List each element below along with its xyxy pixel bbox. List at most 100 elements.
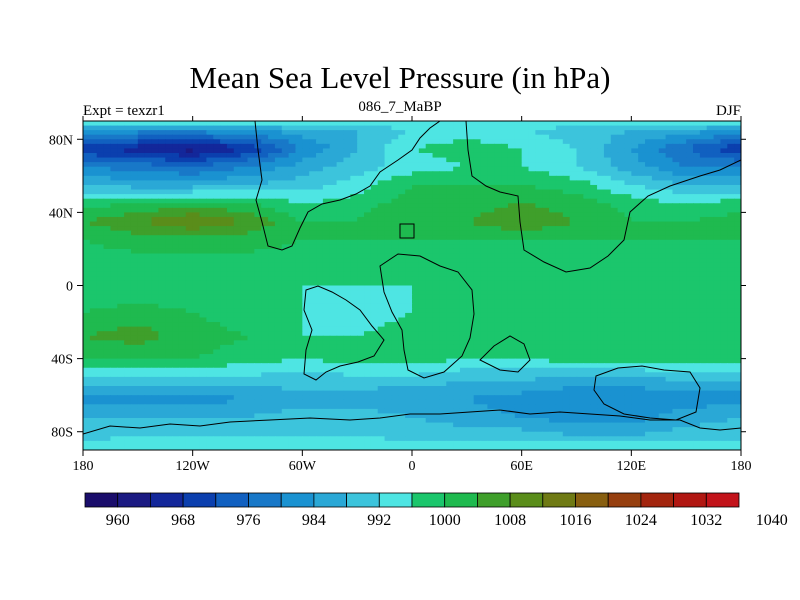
field-cell: [549, 326, 557, 332]
field-cell: [144, 285, 153, 291]
field-cell: [185, 162, 194, 168]
field-cell: [158, 171, 166, 177]
field-cell: [528, 280, 536, 287]
field-cell: [706, 335, 715, 341]
field-cell: [398, 317, 406, 323]
field-cell: [453, 253, 461, 259]
field-cell: [220, 239, 228, 245]
field-cell: [254, 134, 262, 140]
field-cell: [83, 308, 91, 314]
field-cell: [405, 271, 413, 277]
field-cell: [336, 349, 345, 355]
field-cell: [521, 184, 530, 191]
field-cell: [720, 335, 728, 341]
field-cell: [254, 212, 262, 218]
field-cell: [254, 354, 262, 360]
field-cell: [281, 198, 290, 204]
field-cell: [309, 271, 317, 277]
field-cell: [178, 152, 187, 159]
field-cell: [199, 322, 207, 328]
field-cell: [610, 175, 619, 181]
field-cell: [398, 212, 406, 218]
field-cell: [665, 221, 674, 227]
field-cell: [233, 125, 242, 131]
field-cell: [370, 207, 379, 213]
field-cell: [638, 134, 646, 140]
field-cell: [103, 198, 112, 204]
field-cell: [494, 317, 502, 323]
field-cell: [480, 162, 488, 168]
field-cell: [322, 166, 331, 172]
field-cell: [555, 125, 564, 131]
field-cell: [446, 230, 454, 236]
field-cell: [364, 335, 372, 341]
field-cell: [357, 354, 365, 360]
field-cell: [254, 344, 262, 351]
field-cell: [562, 143, 571, 150]
field-cell: [631, 349, 639, 355]
field-cell: [542, 271, 550, 277]
field-cell: [336, 317, 345, 323]
field-cell: [562, 267, 571, 273]
field-cell: [453, 271, 461, 277]
field-cell: [281, 221, 290, 227]
field-cell: [254, 166, 262, 172]
field-cell: [199, 303, 207, 309]
field-cell: [124, 285, 132, 291]
field-cell: [720, 148, 728, 154]
chart-title: Mean Sea Level Pressure (in hPa): [189, 60, 611, 95]
field-cell: [130, 198, 139, 204]
field-cell: [425, 198, 434, 204]
field-cell: [720, 280, 728, 287]
field-cell: [233, 216, 242, 223]
field-cell: [693, 226, 701, 232]
field-cell: [597, 180, 605, 186]
field-cell: [336, 280, 345, 287]
field-cell: [651, 226, 660, 232]
field-cell: [254, 216, 262, 223]
field-cell: [226, 184, 235, 191]
field-cell: [261, 139, 269, 145]
field-cell: [226, 166, 235, 172]
field-cell: [651, 221, 660, 227]
field-cell: [686, 189, 694, 195]
field-cell: [103, 212, 112, 218]
field-cell: [357, 207, 365, 213]
field-cell: [569, 230, 578, 236]
field-cell: [446, 294, 454, 300]
field-cell: [240, 175, 249, 181]
field-cell: [151, 194, 159, 200]
field-cell: [453, 180, 461, 186]
field-cell: [569, 212, 578, 218]
field-cell: [453, 335, 461, 341]
field-cell: [706, 326, 715, 332]
field-cell: [384, 203, 393, 209]
field-cell: [645, 130, 653, 136]
field-cell: [343, 180, 351, 186]
field-cell: [576, 244, 584, 250]
field-cell: [268, 143, 276, 150]
field-cell: [405, 184, 413, 191]
field-cell: [206, 331, 214, 337]
field-cell: [322, 253, 331, 259]
field-cell: [274, 267, 283, 273]
field-cell: [645, 143, 653, 150]
field-cell: [124, 212, 132, 218]
field-cell: [487, 175, 495, 181]
field-cell: [185, 121, 194, 127]
field-cell: [446, 203, 454, 209]
field-cell: [432, 203, 441, 209]
field-cell: [631, 354, 639, 360]
field-cell: [713, 230, 722, 236]
field-cell: [603, 340, 612, 346]
field-cell: [83, 276, 91, 282]
field-cell: [617, 276, 626, 282]
field-cell: [418, 157, 427, 163]
field-cell: [624, 166, 632, 172]
field-cell: [432, 267, 441, 273]
field-cell: [364, 312, 372, 319]
field-cell: [316, 354, 324, 360]
field-cell: [130, 322, 139, 328]
field-cell: [713, 267, 722, 273]
field-cell: [562, 349, 571, 355]
